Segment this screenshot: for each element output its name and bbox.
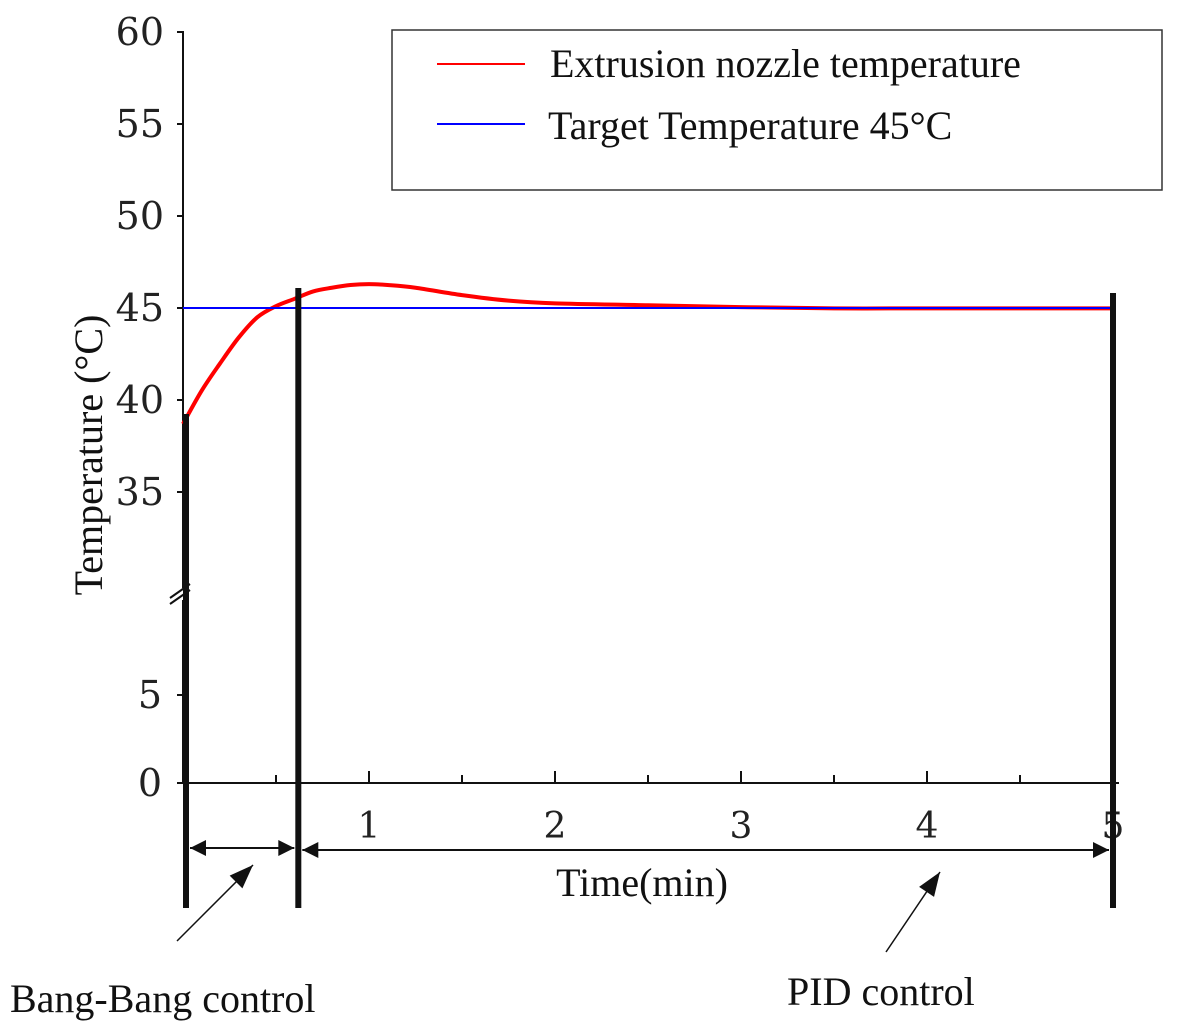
tick-labels: 3540455055600512345: [116, 10, 1125, 847]
annotations: Bang-Bang control PID control: [10, 840, 1109, 1021]
bang-bang-span-arrow-head-left: [190, 840, 206, 856]
pid-label: PID control: [787, 969, 975, 1014]
y-tick-label: 40: [116, 378, 164, 422]
y-tick-label: 35: [116, 470, 164, 514]
x-tick-label: 3: [730, 806, 753, 847]
legend: Extrusion nozzle temperature Target Temp…: [391, 29, 1163, 191]
series-line-nozzle: [181, 282, 1113, 425]
bang-bang-pointer-arrow-head: [229, 865, 253, 889]
y-tick-label: 55: [116, 102, 164, 146]
legend-box: [391, 29, 1163, 191]
bang-bang-label: Bang-Bang control: [10, 976, 316, 1021]
y-tick-label: 50: [116, 194, 164, 238]
y-tick-label: 45: [116, 286, 164, 330]
x-tick-label: 2: [544, 806, 567, 847]
y-axis-title: Temperature (°C): [66, 315, 111, 596]
legend-label-target: Target Temperature 45°C: [548, 103, 952, 148]
y-tick-label: 60: [116, 10, 164, 54]
legend-label-nozzle: Extrusion nozzle temperature: [550, 41, 1021, 86]
y-tick-label: 0: [138, 761, 162, 805]
y-tick-label: 5: [138, 673, 162, 717]
x-tick-label: 1: [358, 806, 381, 847]
x-tick-label: 4: [916, 806, 939, 847]
phase-lines: [183, 288, 1116, 908]
series: [181, 282, 1113, 425]
pid-pointer-arrow-head: [919, 872, 940, 897]
x-axis-title: Time(min): [556, 860, 728, 905]
bang-bang-span-arrow-head-right: [278, 840, 295, 856]
pid-span-arrow-head-right: [1093, 842, 1109, 858]
pid-span-arrow-head-left: [302, 842, 319, 858]
